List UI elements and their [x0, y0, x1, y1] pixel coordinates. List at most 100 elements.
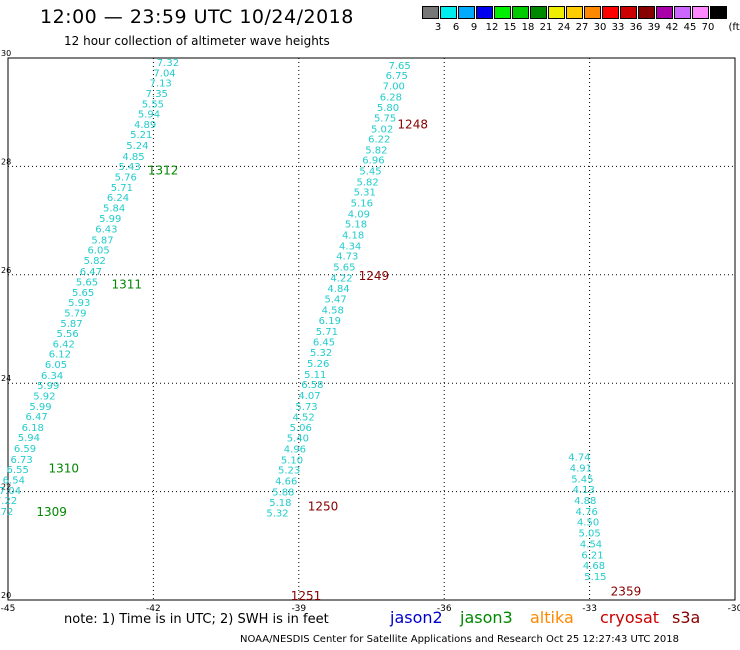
legend-label: 30 — [593, 22, 607, 33]
wave-height-value: 5.18 — [269, 498, 291, 509]
wave-height-value: 4.68 — [583, 561, 605, 572]
wave-height-value: 7.13 — [150, 79, 172, 90]
wave-height-value: 5.24 — [126, 141, 148, 152]
wave-height-value: 4.18 — [342, 230, 364, 241]
wave-height-value: 4.07 — [298, 391, 320, 402]
legend-label: 39 — [647, 22, 661, 33]
pass-time-label: 1309 — [36, 505, 67, 519]
wave-height-value: 4.22 — [330, 273, 352, 284]
legend-label: 18 — [521, 22, 535, 33]
wave-height-value: 5.65 — [333, 262, 355, 273]
wave-height-value: 5.84 — [103, 203, 125, 214]
y-tick-label: 20 — [1, 591, 11, 600]
pass-time-label: 2359 — [611, 585, 642, 599]
legend-swatch — [476, 6, 493, 19]
wave-height-value: 6.05 — [45, 360, 67, 371]
satellite-label-cryosat: cryosat — [600, 608, 660, 627]
wave-height-value: 5.56 — [56, 329, 78, 340]
wave-height-value: 7.04 — [153, 68, 175, 79]
x-tick-label: -36 — [437, 604, 452, 614]
legend-label: 24 — [557, 22, 571, 33]
legend-swatch — [566, 6, 583, 19]
x-tick-label: -45 — [1, 604, 16, 614]
wave-height-value: 6.43 — [95, 225, 117, 236]
wave-height-value: 4.54 — [580, 539, 602, 550]
legend-label: 45 — [683, 22, 697, 33]
wave-height-value: 7.22 — [0, 496, 17, 507]
wave-height-value: 6.05 — [87, 246, 109, 257]
wave-height-value: 6.18 — [22, 423, 44, 434]
wave-height-value: 5.11 — [304, 370, 326, 381]
wave-height-value: 7.65 — [388, 61, 410, 72]
wave-height-value: 6.55 — [7, 465, 29, 476]
wave-height-value: 6.73 — [10, 455, 32, 466]
wave-height-value: 4.09 — [348, 209, 370, 220]
wave-height-value: 5.31 — [354, 188, 376, 199]
legend-swatch — [638, 6, 655, 19]
wave-height-value: 5.87 — [91, 235, 113, 246]
legend-label: 27 — [575, 22, 589, 33]
wave-height-value: 6.59 — [14, 444, 36, 455]
wave-height-value: 6.34 — [41, 371, 63, 382]
wave-height-value: 5.23 — [278, 466, 300, 477]
wave-height-value: 6.47 — [25, 412, 47, 423]
legend-swatch — [674, 6, 691, 19]
wave-height-value: 5.55 — [142, 99, 164, 110]
legend-swatch — [530, 6, 547, 19]
y-tick-label: 24 — [1, 374, 11, 383]
wave-height-value: 7.32 — [157, 58, 179, 69]
wave-height-value: 6.54 — [3, 475, 25, 486]
wave-height-value: 6.58 — [301, 380, 323, 391]
pass-time-label: 1248 — [397, 117, 428, 131]
wave-height-value: 4.76 — [576, 507, 598, 518]
wave-height-value: 5.40 — [287, 434, 309, 445]
wave-height-value: 5.18 — [345, 220, 367, 231]
legend-swatch — [422, 6, 439, 19]
wave-height-value: 7.04 — [0, 486, 21, 497]
wave-height-value: 5.06 — [290, 423, 312, 434]
x-tick-label: -33 — [582, 604, 597, 614]
legend-swatch — [494, 6, 511, 19]
pass-time-label: 1310 — [48, 462, 79, 476]
wave-height-value: 5.92 — [33, 391, 55, 402]
wave-height-value: 6.12 — [49, 350, 71, 361]
wave-height-value: 5.65 — [76, 278, 98, 289]
legend-swatch — [458, 6, 475, 19]
legend-label: 70 — [701, 22, 715, 33]
wave-height-value: 5.15 — [584, 572, 606, 583]
wave-height-value: 4.91 — [570, 464, 592, 475]
wave-height-value: 4.73 — [336, 252, 358, 263]
legend-label: 9 — [470, 22, 478, 33]
pass-time-label: 1311 — [111, 277, 142, 291]
wave-height-value: 4.96 — [284, 445, 306, 456]
legend-unit: (ft) — [728, 22, 740, 33]
map-frame — [7, 57, 736, 601]
satellite-label-altika: altika — [530, 608, 574, 627]
y-tick-label: 30 — [1, 49, 11, 58]
wave-height-value: 5.82 — [365, 145, 387, 156]
wave-height-value: 5.21 — [130, 130, 152, 141]
wave-height-value: 5.94 — [18, 433, 40, 444]
legend-label: 36 — [629, 22, 643, 33]
wave-height-value: 7.72 — [0, 507, 13, 518]
satellite-label-s3a: s3a — [672, 608, 701, 627]
legend-swatch — [656, 6, 673, 19]
wave-height-value: 4.50 — [577, 518, 599, 529]
page-subtitle: 12 hour collection of altimeter wave hei… — [64, 34, 330, 48]
wave-height-value: 4.88 — [574, 496, 596, 507]
legend-label: 3 — [434, 22, 442, 33]
x-tick-label: -30 — [728, 604, 740, 614]
y-tick-label: 26 — [1, 266, 11, 275]
legend-label: 42 — [665, 22, 679, 33]
wave-height-value: 6.96 — [362, 156, 384, 167]
wave-height-value: 4.34 — [339, 241, 361, 252]
pass-time-label: 1249 — [359, 269, 390, 283]
wave-height-value: 5.94 — [138, 110, 160, 121]
wave-height-value: 5.45 — [359, 167, 381, 178]
legend-swatch — [512, 6, 529, 19]
wave-height-value: 4.13 — [573, 485, 595, 496]
legend-swatch — [710, 6, 727, 19]
pass-time-label: 1312 — [148, 164, 179, 178]
wave-height-value: 7.35 — [146, 89, 168, 100]
